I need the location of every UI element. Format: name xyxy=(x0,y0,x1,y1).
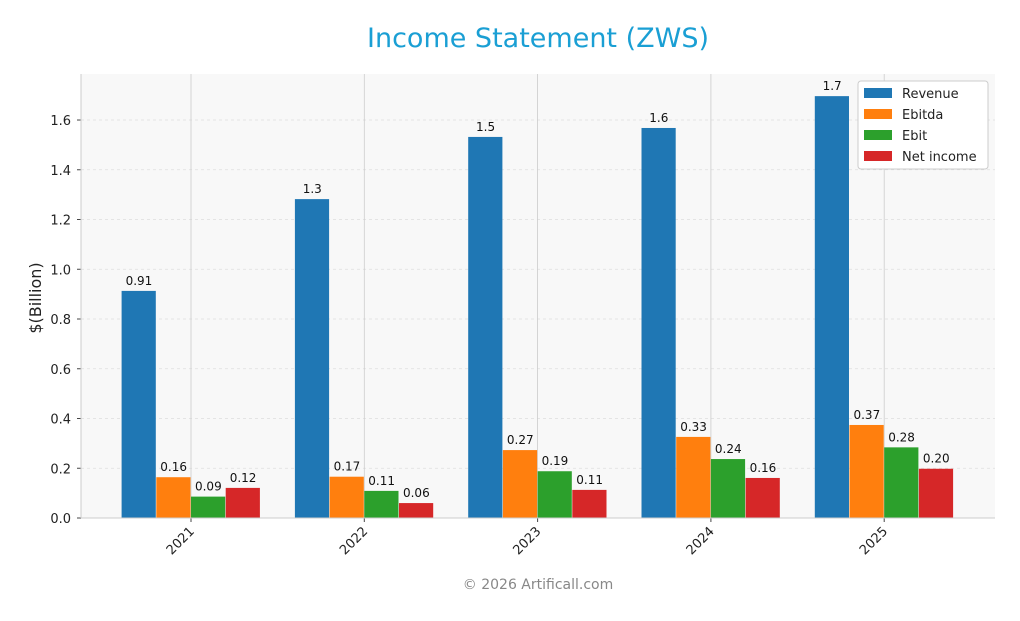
bar xyxy=(502,450,538,518)
value-label: 0.91 xyxy=(126,274,153,288)
value-label: 1.5 xyxy=(476,120,495,134)
value-label: 0.11 xyxy=(368,474,395,488)
bar xyxy=(676,436,711,518)
value-label: 0.16 xyxy=(160,460,187,474)
legend: Revenue Ebitda Ebit Net income xyxy=(857,80,989,170)
value-label: 0.11 xyxy=(576,473,603,487)
value-label: 0.33 xyxy=(680,420,707,434)
value-label: 0.16 xyxy=(750,461,777,475)
bar xyxy=(191,496,226,518)
bar xyxy=(225,487,260,518)
legend-label: Ebitda xyxy=(902,108,943,123)
bar xyxy=(537,471,572,518)
bar xyxy=(121,290,156,518)
value-label: 1.6 xyxy=(649,111,668,125)
bar xyxy=(710,459,746,518)
bar xyxy=(364,490,399,518)
value-label: 1.7 xyxy=(823,79,842,93)
bar xyxy=(468,136,503,518)
x-tick-label: 2025 xyxy=(857,524,891,558)
value-label: 0.28 xyxy=(888,430,915,444)
y-tick-label: 0.2 xyxy=(50,462,71,477)
y-tick-label: 1.6 xyxy=(50,114,71,129)
bar xyxy=(641,127,676,518)
x-tick-label: 2021 xyxy=(164,524,198,558)
footer: © 2026 Artificall.com xyxy=(463,577,613,593)
y-tick-label: 0.8 xyxy=(50,313,71,328)
y-tick-label: 0.4 xyxy=(50,413,71,428)
x-tick-label: 2022 xyxy=(337,524,371,558)
y-axis-label: $(Billion) xyxy=(26,262,45,333)
value-label: 0.17 xyxy=(334,460,361,474)
value-label: 0.06 xyxy=(403,486,430,500)
y-tick-label: 1.0 xyxy=(50,263,71,278)
value-label: 1.3 xyxy=(303,182,322,196)
bar xyxy=(814,96,849,518)
value-label: 0.20 xyxy=(923,452,950,466)
x-tick-label: 2024 xyxy=(684,524,718,558)
legend-swatch xyxy=(864,109,892,119)
legend-box xyxy=(857,80,989,170)
value-label: 0.12 xyxy=(230,471,257,485)
bar xyxy=(918,468,954,518)
bar xyxy=(572,489,607,518)
y-tick-label: 1.2 xyxy=(50,214,71,229)
bar xyxy=(399,503,434,518)
y-tick-label: 0.6 xyxy=(50,363,71,378)
y-tick-label: 1.4 xyxy=(50,164,71,179)
x-tick-label: 2023 xyxy=(510,524,544,558)
legend-swatch xyxy=(864,130,892,140)
bar xyxy=(156,477,191,518)
y-tick-label: 0.0 xyxy=(50,512,71,527)
value-label: 0.37 xyxy=(853,408,880,422)
bar xyxy=(329,476,364,518)
value-label: 0.27 xyxy=(507,433,534,447)
value-label: 0.09 xyxy=(195,480,222,494)
bar xyxy=(849,424,884,518)
legend-label: Net income xyxy=(902,150,977,165)
bar xyxy=(745,477,780,518)
legend-label: Revenue xyxy=(902,87,959,102)
value-label: 0.24 xyxy=(715,442,742,456)
bar xyxy=(294,199,330,518)
value-label: 0.19 xyxy=(542,454,569,468)
chart-title: Income Statement (ZWS) xyxy=(367,23,709,54)
legend-label: Ebit xyxy=(902,129,927,144)
legend-swatch xyxy=(864,151,892,161)
legend-swatch xyxy=(864,88,892,98)
bar xyxy=(884,447,919,518)
